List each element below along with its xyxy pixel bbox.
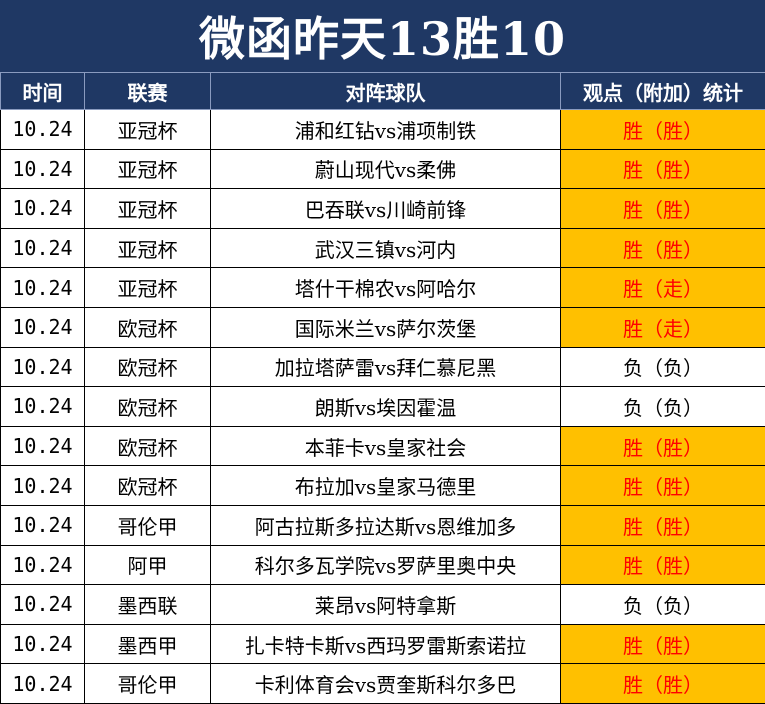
table-row: 10.24 亚冠杯 塔什干棉农vs阿哈尔 胜（走） (0, 267, 765, 308)
table-row: 10.24 欧冠杯 加拉塔萨雷vs拜仁慕尼黑 负（负） (0, 346, 765, 388)
league-cell: 欧冠杯 (84, 425, 211, 467)
date-cell: 10.24 (0, 504, 85, 546)
table-row: 10.24 阿甲 科尔多瓦学院vs罗萨里奥中央 胜（胜） (0, 544, 765, 586)
table-row: 10.24 欧冠杯 本菲卡vs皇家社会 胜（胜） (0, 425, 765, 467)
league-cell: 亚冠杯 (84, 227, 211, 269)
date-cell: 10.24 (0, 188, 85, 229)
league-cell: 阿甲 (84, 544, 211, 586)
table-row: 10.24 欧冠杯 国际米兰vs萨尔茨堡 胜（走） (0, 306, 765, 348)
match-cell: 国际米兰vs萨尔茨堡 (210, 306, 561, 348)
date-cell: 10.24 (0, 663, 85, 704)
result-cell: 胜（胜） (560, 227, 765, 269)
result-cell: 胜（胜） (560, 544, 765, 586)
date-cell: 10.24 (0, 267, 85, 308)
result-cell: 胜（胜） (560, 465, 765, 506)
result-cell: 胜（胜） (560, 623, 765, 665)
league-cell: 哥伦甲 (84, 504, 211, 546)
league-cell: 欧冠杯 (84, 386, 211, 427)
date-cell: 10.24 (0, 465, 85, 506)
date-cell: 10.24 (0, 227, 85, 269)
match-cell: 扎卡特卡斯vs西玛罗雷斯索诺拉 (210, 623, 561, 665)
league-cell: 欧冠杯 (84, 465, 211, 506)
date-cell: 10.24 (0, 425, 85, 467)
results-table: 时间 联赛 对阵球队 观点（附加）统计 10.24 亚冠杯 浦和红钻vs浦项制铁 胜（… (0, 72, 765, 704)
result-cell: 胜（走） (560, 306, 765, 348)
table-row: 10.24 墨西甲 扎卡特卡斯vs西玛罗雷斯索诺拉 胜（胜） (0, 623, 765, 665)
result-cell: 胜（胜） (560, 148, 765, 190)
match-cell: 浦和红钻vs浦项制铁 (210, 109, 561, 150)
match-cell: 科尔多瓦学院vs罗萨里奥中央 (210, 544, 561, 586)
match-cell: 蔚山现代vs柔佛 (210, 148, 561, 190)
date-cell: 10.24 (0, 109, 85, 150)
table-row: 10.24 欧冠杯 布拉加vs皇家马德里 胜（胜） (0, 465, 765, 506)
date-cell: 10.24 (0, 584, 85, 625)
date-cell: 10.24 (0, 623, 85, 665)
header-matchup: 对阵球队 (210, 72, 561, 110)
league-cell: 墨西联 (84, 584, 211, 625)
match-cell: 莱昂vs阿特拿斯 (210, 584, 561, 625)
match-cell: 塔什干棉农vs阿哈尔 (210, 267, 561, 308)
table-row: 10.24 哥伦甲 卡利体育会vs贾奎斯科尔多巴 胜（胜） (0, 663, 765, 704)
result-cell: 胜（走） (560, 267, 765, 308)
date-cell: 10.24 (0, 386, 85, 427)
date-cell: 10.24 (0, 306, 85, 348)
page-title: 微函昨天13胜10 (0, 0, 765, 72)
date-cell: 10.24 (0, 346, 85, 388)
header-league: 联赛 (84, 72, 211, 110)
table-row: 10.24 亚冠杯 蔚山现代vs柔佛 胜（胜） (0, 148, 765, 190)
date-cell: 10.24 (0, 544, 85, 586)
league-cell: 亚冠杯 (84, 109, 211, 150)
league-cell: 亚冠杯 (84, 267, 211, 308)
header-time: 时间 (0, 72, 85, 110)
match-cell: 朗斯vs埃因霍温 (210, 386, 561, 427)
result-cell: 负（负） (560, 386, 765, 427)
league-cell: 亚冠杯 (84, 188, 211, 229)
result-cell: 胜（胜） (560, 188, 765, 229)
match-cell: 阿古拉斯多拉达斯vs恩维加多 (210, 504, 561, 546)
result-cell: 负（负） (560, 346, 765, 388)
result-cell: 负（负） (560, 584, 765, 625)
match-cell: 本菲卡vs皇家社会 (210, 425, 561, 467)
header-row: 时间 联赛 对阵球队 观点（附加）统计 (0, 72, 765, 110)
league-cell: 欧冠杯 (84, 346, 211, 388)
table-row: 10.24 亚冠杯 浦和红钻vs浦项制铁 胜（胜） (0, 109, 765, 150)
match-cell: 卡利体育会vs贾奎斯科尔多巴 (210, 663, 561, 704)
table-row: 10.24 哥伦甲 阿古拉斯多拉达斯vs恩维加多 胜（胜） (0, 504, 765, 546)
result-cell: 胜（胜） (560, 504, 765, 546)
result-cell: 胜（胜） (560, 109, 765, 150)
date-cell: 10.24 (0, 148, 85, 190)
match-cell: 加拉塔萨雷vs拜仁慕尼黑 (210, 346, 561, 388)
table-row: 10.24 亚冠杯 武汉三镇vs河内 胜（胜） (0, 227, 765, 269)
result-cell: 胜（胜） (560, 663, 765, 704)
table-row: 10.24 欧冠杯 朗斯vs埃因霍温 负（负） (0, 386, 765, 427)
match-cell: 布拉加vs皇家马德里 (210, 465, 561, 506)
league-cell: 墨西甲 (84, 623, 211, 665)
match-cell: 巴吞联vs川崎前锋 (210, 188, 561, 229)
table-row: 10.24 亚冠杯 巴吞联vs川崎前锋 胜（胜） (0, 188, 765, 229)
table-row: 10.24 墨西联 莱昂vs阿特拿斯 负（负） (0, 584, 765, 625)
match-cell: 武汉三镇vs河内 (210, 227, 561, 269)
league-cell: 亚冠杯 (84, 148, 211, 190)
result-cell: 胜（胜） (560, 425, 765, 467)
header-stats: 观点（附加）统计 (560, 72, 765, 110)
league-cell: 哥伦甲 (84, 663, 211, 704)
league-cell: 欧冠杯 (84, 306, 211, 348)
